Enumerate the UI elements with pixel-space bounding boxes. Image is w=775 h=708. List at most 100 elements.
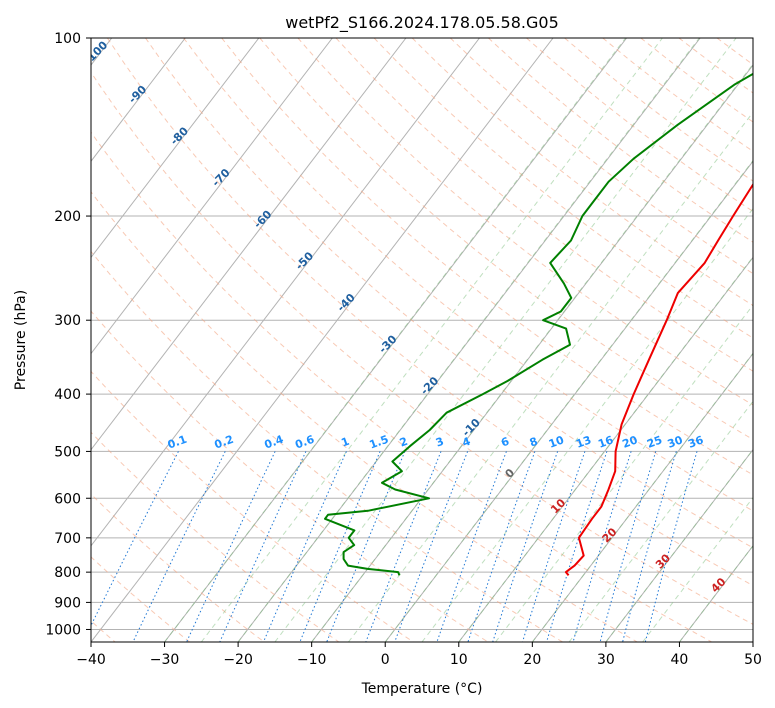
mixing-ratio-line: [467, 451, 536, 642]
mixing-ratio-line: [522, 451, 586, 642]
mixing-ratio-label: 25: [645, 433, 664, 450]
isotherm-line: [91, 38, 480, 547]
dry-adiabat: [91, 370, 414, 642]
y-tick-label: 1000: [45, 622, 81, 638]
y-tick-label: 400: [54, 387, 81, 403]
y-tick-label: 300: [54, 313, 81, 329]
x-tick-label: 50: [744, 652, 762, 668]
dry-adiabat: [259, 38, 753, 441]
mixing-ratio-label: 3: [434, 435, 446, 450]
mixing-ratio-line: [219, 451, 307, 642]
dry-adiabat: [488, 38, 753, 243]
dry-adiabat: [91, 431, 340, 642]
moist-adiabat: [348, 111, 753, 642]
isotherm-label: -90: [126, 83, 149, 106]
moist-adiabat: [679, 544, 753, 642]
isotherm-line: [384, 160, 753, 642]
mixing-ratio-line: [394, 451, 469, 642]
mixing-ratio-label: 0.2: [213, 433, 236, 452]
mixing-ratio-line: [599, 451, 657, 642]
dry-adiabat: [373, 38, 753, 339]
moist-adiabat: [237, 38, 700, 642]
dry-adiabat: [221, 38, 753, 476]
mixing-ratio-line: [91, 451, 179, 627]
mixing-ratio-line: [572, 451, 632, 642]
mixing-ratio-line: [326, 451, 406, 642]
isotherm-label: 30: [653, 551, 673, 571]
y-tick-label: 900: [54, 595, 81, 611]
isotherm-label: -30: [376, 332, 399, 355]
mixing-ratio-line: [546, 451, 608, 642]
mixing-ratio-line: [299, 451, 381, 642]
x-axis-label: Temperature (°C): [361, 681, 483, 697]
moist-adiabat: [495, 304, 753, 642]
mixing-ratio-label: 4: [461, 435, 473, 450]
moist-adiabat: [311, 63, 753, 642]
reference-line-labels: 0.1 0.2 0.4 0.6 1 1.5 2 3 4 6 8 10 13 16 20 25 30 36-100-…: [82, 38, 729, 595]
x-tick-label: 40: [671, 652, 689, 668]
y-tick-label: 200: [54, 209, 81, 225]
x-tick-label: 30: [597, 652, 615, 668]
dry-adiabat: [411, 38, 753, 307]
dry-adiabat: [106, 38, 753, 587]
y-tick-label: 500: [54, 444, 81, 460]
dry-adiabat: [183, 38, 753, 512]
isotherm-label: 20: [600, 525, 620, 545]
x-tick-label: −30: [150, 652, 180, 668]
chart-title: wetPf2_S166.2024.178.05.58.G05: [285, 13, 559, 33]
isotherm-line: [91, 38, 186, 163]
dry-adiabat: [91, 556, 191, 642]
isotherm-label: -60: [251, 208, 274, 231]
isotherm-line: [91, 38, 333, 355]
y-axis-ticks: 100 200 300 400 500 600 700 800 900 1000: [45, 31, 91, 638]
isotherm-line: [458, 256, 753, 642]
background-lines: [91, 38, 753, 642]
mixing-ratio-line: [644, 451, 698, 642]
isotherm-line: [752, 641, 753, 642]
x-tick-label: 0: [381, 652, 390, 668]
dry-adiabat: [91, 191, 638, 642]
mixing-ratio-line: [132, 451, 226, 642]
dry-adiabat: [145, 38, 753, 549]
x-tick-label: 20: [523, 652, 541, 668]
mixing-ratio-label: 0.4: [263, 433, 286, 452]
isotherm-label: -50: [293, 249, 316, 272]
moist-adiabat: [384, 159, 753, 642]
mixing-ratio-label: 6: [499, 435, 511, 450]
dry-adiabat: [640, 38, 753, 123]
mixing-ratio-label: 20: [621, 433, 640, 451]
isotherm-line: [91, 38, 554, 642]
moist-adiabat: [642, 496, 753, 642]
x-tick-label: −10: [297, 652, 327, 668]
mixing-ratio-label: 8: [528, 435, 540, 450]
moist-adiabat: [164, 38, 626, 642]
y-tick-label: 600: [54, 491, 81, 507]
dry-adiabat: [91, 250, 563, 642]
mixing-ratio-line: [492, 451, 559, 642]
isotherm-label: -100: [82, 38, 111, 67]
isotherm-label: 40: [708, 575, 728, 595]
moist-adiabat: [458, 256, 753, 642]
mixing-ratio-line: [436, 451, 507, 642]
y-tick-label: 800: [54, 565, 81, 581]
dewpoint-profile-line: [324, 72, 753, 576]
isotherm-label: -80: [168, 124, 191, 147]
dry-adiabat: [526, 38, 753, 212]
moist-adiabat: [421, 207, 753, 642]
mixing-ratio-line: [622, 451, 677, 642]
mixing-ratio-label: 1.5: [368, 433, 391, 452]
isotherm-line: [91, 38, 260, 259]
isotherm-label: -40: [335, 291, 358, 314]
y-tick-label: 700: [54, 531, 81, 547]
mixing-ratio-label: 2: [398, 435, 410, 450]
mixing-ratio-label: 10: [547, 433, 566, 451]
sounding-series: [324, 72, 753, 576]
mixing-ratio-label: 30: [666, 433, 685, 451]
dry-adiabat: [297, 38, 753, 406]
mixing-ratio-label: 0.1: [166, 433, 189, 452]
dry-adiabat: [335, 38, 753, 372]
mixing-ratio-label: 13: [574, 433, 593, 450]
mixing-ratio-label: 1: [339, 435, 351, 450]
isotherm-line: [91, 38, 407, 451]
